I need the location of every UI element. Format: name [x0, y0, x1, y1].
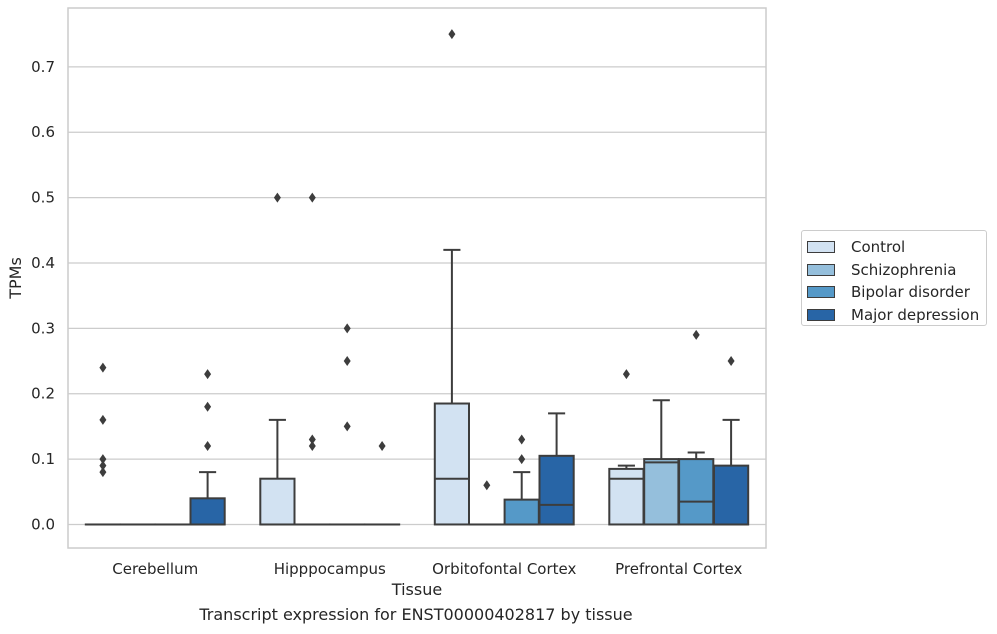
- outlier-point: [518, 454, 526, 465]
- y-tick-label: 0.7: [31, 58, 55, 76]
- x-axis-label: Tissue: [391, 580, 442, 599]
- box-bipolar-disorder: [678, 458, 715, 526]
- outlier-point: [483, 480, 491, 491]
- y-tick-label: 0.4: [31, 254, 55, 272]
- y-tick-label: 0.2: [31, 385, 55, 403]
- legend-item-schizophrenia: Schizophrenia: [807, 259, 986, 282]
- legend: Control Schizophrenia Bipolar disorder M…: [801, 230, 987, 326]
- legend-label-control: Control: [851, 238, 906, 257]
- legend-swatch-schizophrenia: [807, 263, 835, 276]
- legend-item-bipolar-disorder: Bipolar disorder: [807, 281, 986, 304]
- legend-label-major-depression: Major depression: [851, 305, 980, 324]
- legend-label-schizophrenia: Schizophrenia: [851, 260, 957, 279]
- outlier-point: [343, 323, 351, 334]
- outlier-point: [343, 356, 351, 367]
- legend-swatch-control: [807, 241, 835, 254]
- box-schizophrenia: [643, 458, 680, 526]
- x-tick-label: Prefrontal Cortex: [615, 560, 742, 578]
- legend-swatch-major-depression: [807, 308, 835, 321]
- outlier-point: [622, 369, 630, 380]
- outlier-point: [204, 369, 212, 380]
- box-bipolar-disorder: [503, 498, 540, 526]
- outlier-point: [308, 434, 316, 445]
- y-tick-label: 0.1: [31, 450, 55, 468]
- outlier-point: [99, 454, 107, 465]
- outlier-point: [448, 29, 456, 40]
- box-control: [259, 477, 296, 526]
- y-tick-label: 0.6: [31, 123, 55, 141]
- box-major-depression: [712, 464, 750, 526]
- box-major-depression: [189, 497, 226, 526]
- outlier-point: [308, 441, 316, 452]
- box-major-depression: [538, 454, 575, 526]
- outlier-point: [308, 192, 316, 203]
- x-tick-label: Orbitofontal Cortex: [432, 560, 576, 578]
- legend-swatch-bipolar-disorder: [807, 286, 835, 299]
- outlier-point: [204, 401, 212, 412]
- outlier-point: [692, 329, 700, 340]
- outlier-point: [378, 441, 386, 452]
- x-tick-label: Cerebellum: [112, 560, 198, 578]
- y-axis-label: TPMs: [6, 257, 25, 300]
- box-control: [433, 402, 471, 526]
- x-tick-label: Hipppocampus: [274, 560, 386, 578]
- plot-area: [67, 7, 767, 549]
- outlier-point: [518, 434, 526, 445]
- legend-item-major-depression: Major depression: [807, 304, 986, 327]
- y-tick-label: 0.0: [31, 515, 55, 533]
- outlier-point: [99, 414, 107, 425]
- outlier-point: [204, 441, 212, 452]
- chart-caption: Transcript expression for ENST0000040281…: [199, 605, 633, 624]
- outlier-point: [273, 192, 281, 203]
- y-tick-label: 0.3: [31, 319, 55, 337]
- outlier-point: [727, 356, 735, 367]
- outlier-point: [99, 460, 107, 471]
- outlier-point: [99, 362, 107, 373]
- box-control: [608, 467, 645, 526]
- outlier-point: [343, 421, 351, 432]
- y-tick-label: 0.5: [31, 189, 55, 207]
- legend-label-bipolar-disorder: Bipolar disorder: [851, 283, 970, 302]
- legend-item-control: Control: [807, 236, 986, 259]
- outlier-point: [99, 467, 107, 478]
